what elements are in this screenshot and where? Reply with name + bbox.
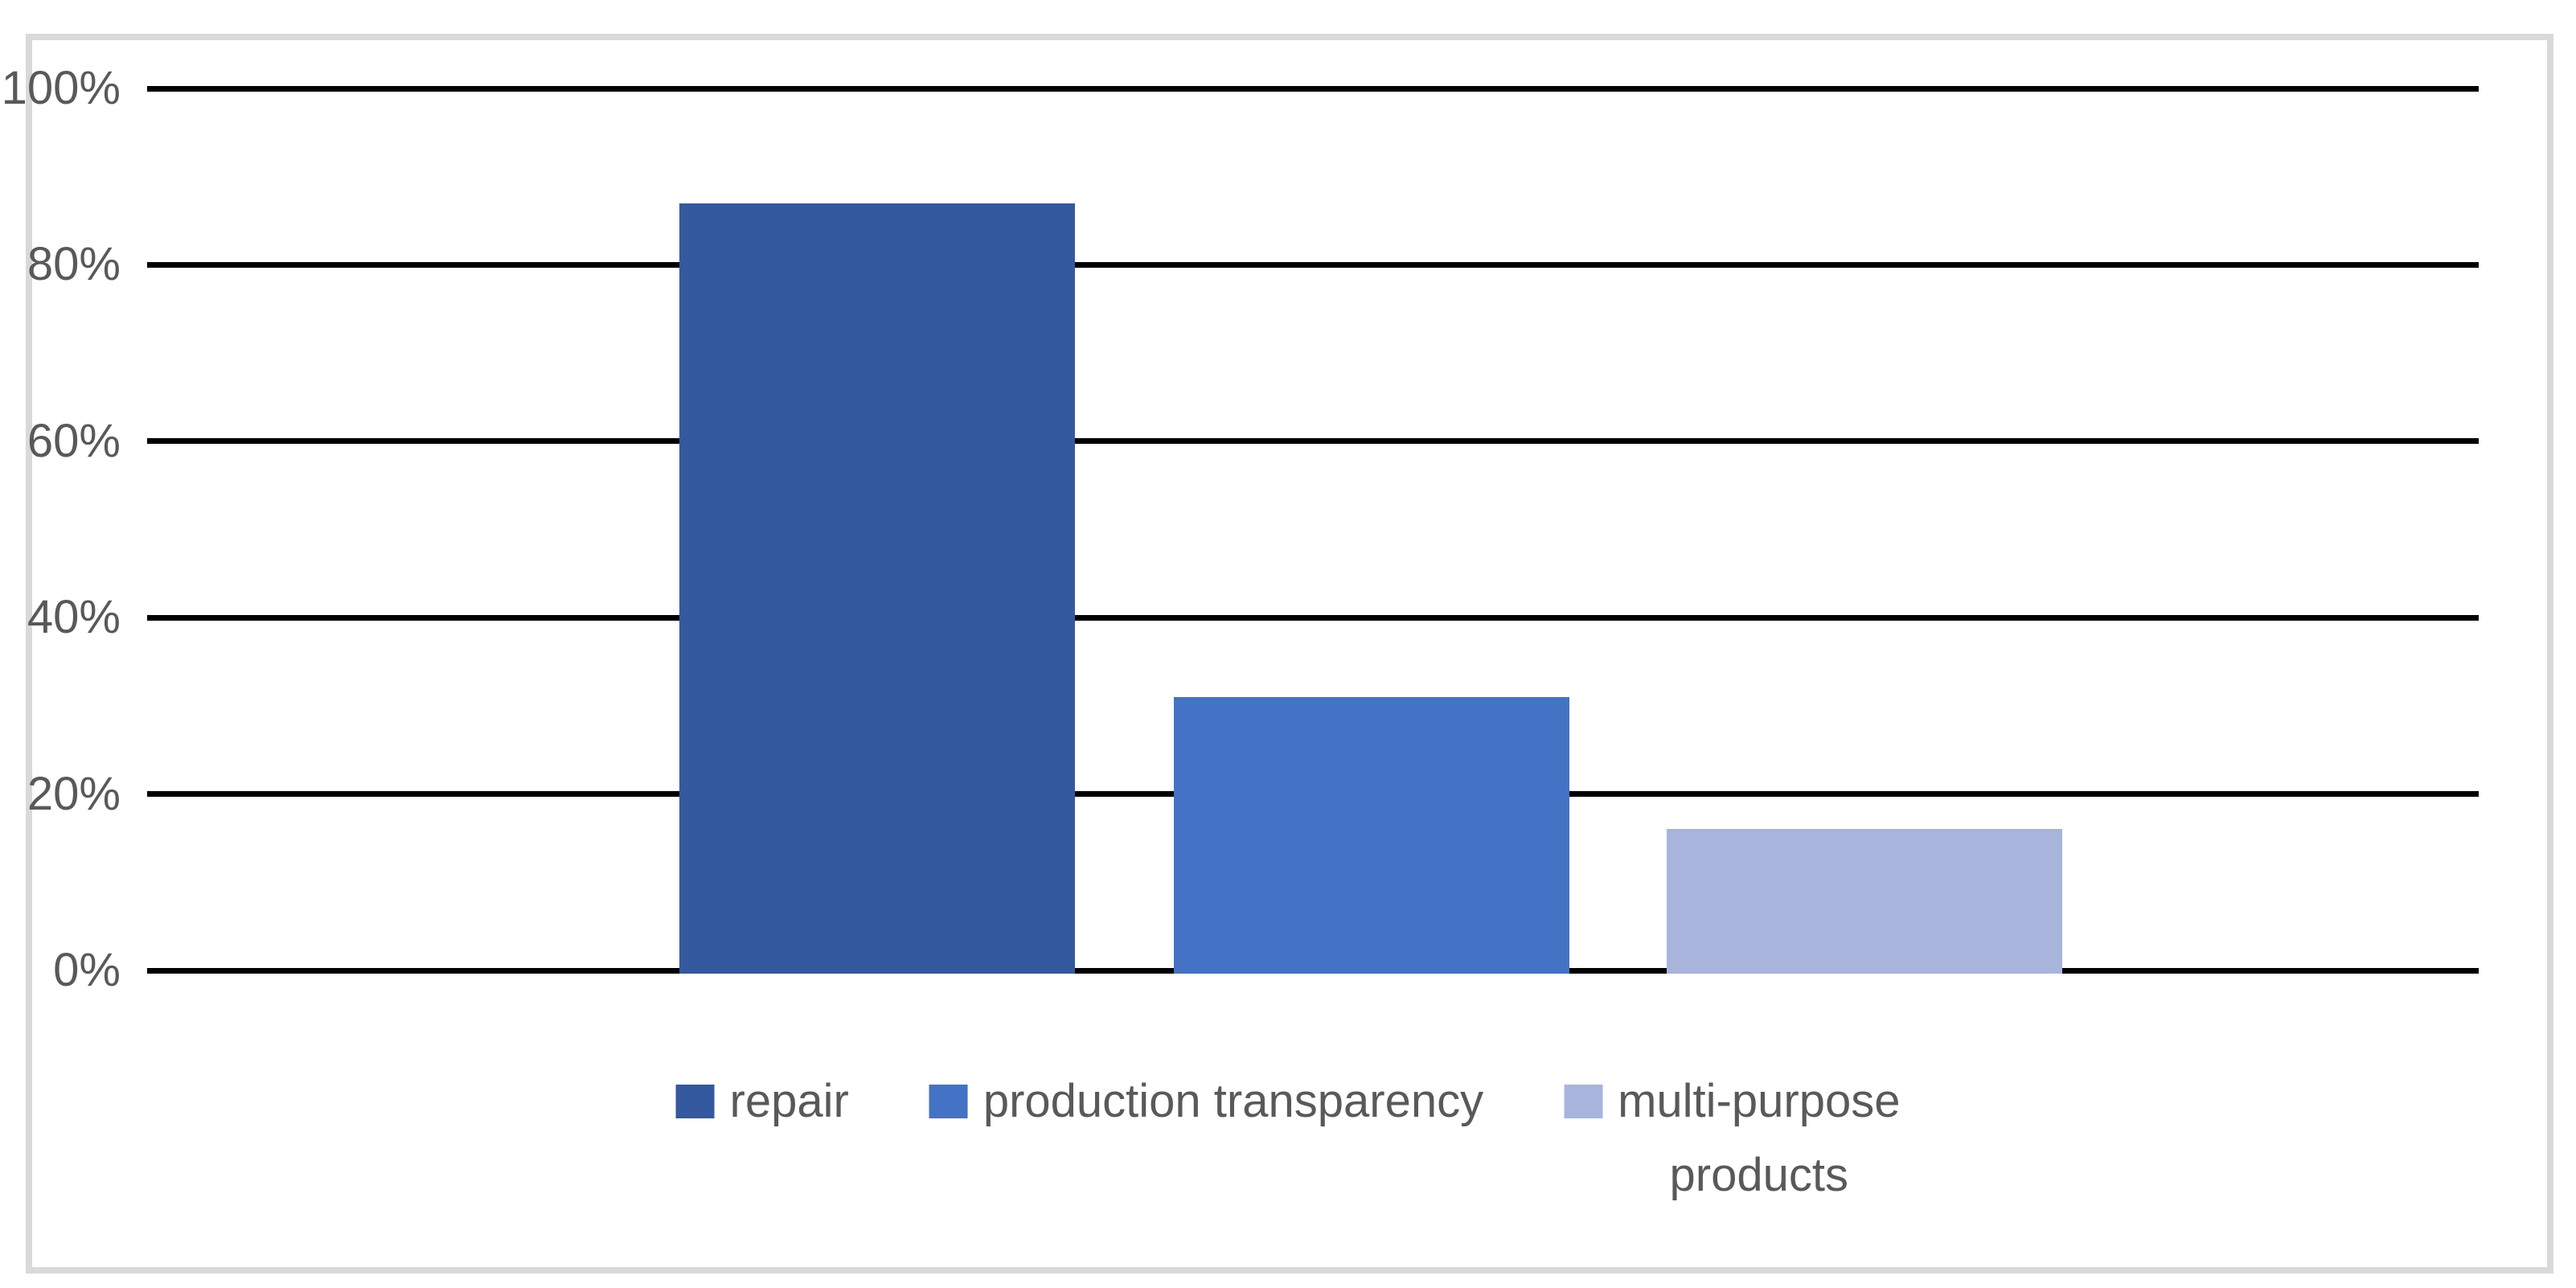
legend-label-production-transparency: production transparency [983, 1064, 1483, 1138]
gridline-100 [147, 86, 2479, 92]
bar-multi-purpose-products [1667, 829, 2062, 974]
bar-production-transparency [1174, 697, 1569, 974]
gridline-80 [147, 262, 2479, 268]
chart-legend: repair production transparency multi-purpo… [675, 1064, 1900, 1212]
legend-label-line: multi-purpose [1618, 1075, 1901, 1127]
legend-swatch-multi-purpose-products [1564, 1085, 1603, 1118]
legend-swatch-repair [675, 1085, 715, 1118]
legend-item-repair: repair [675, 1064, 849, 1138]
legend-label-line: products [1669, 1149, 1849, 1201]
legend-label-line: repair [729, 1075, 849, 1127]
y-axis-label-60: 60% [27, 415, 121, 467]
y-axis-label-40: 40% [27, 591, 121, 643]
chart-border [26, 34, 2553, 1274]
legend-item-multi-purpose-products: multi-purpose products [1564, 1064, 1900, 1212]
y-axis-label-100: 100% [1, 62, 121, 114]
legend-item-production-transparency: production transparency [929, 1064, 1483, 1138]
bar-repair [679, 203, 1075, 974]
legend-label-repair: repair [730, 1064, 849, 1138]
y-axis-label-20: 20% [27, 768, 121, 820]
gridline-40 [147, 615, 2479, 621]
y-axis-label-80: 80% [27, 238, 121, 290]
legend-label-line: production transparency [982, 1075, 1484, 1127]
gridline-60 [147, 438, 2479, 444]
legend-label-multi-purpose-products: multi-purpose products [1618, 1064, 1900, 1212]
legend-swatch-production-transparency [929, 1085, 968, 1118]
y-axis-label-0: 0% [53, 944, 121, 996]
